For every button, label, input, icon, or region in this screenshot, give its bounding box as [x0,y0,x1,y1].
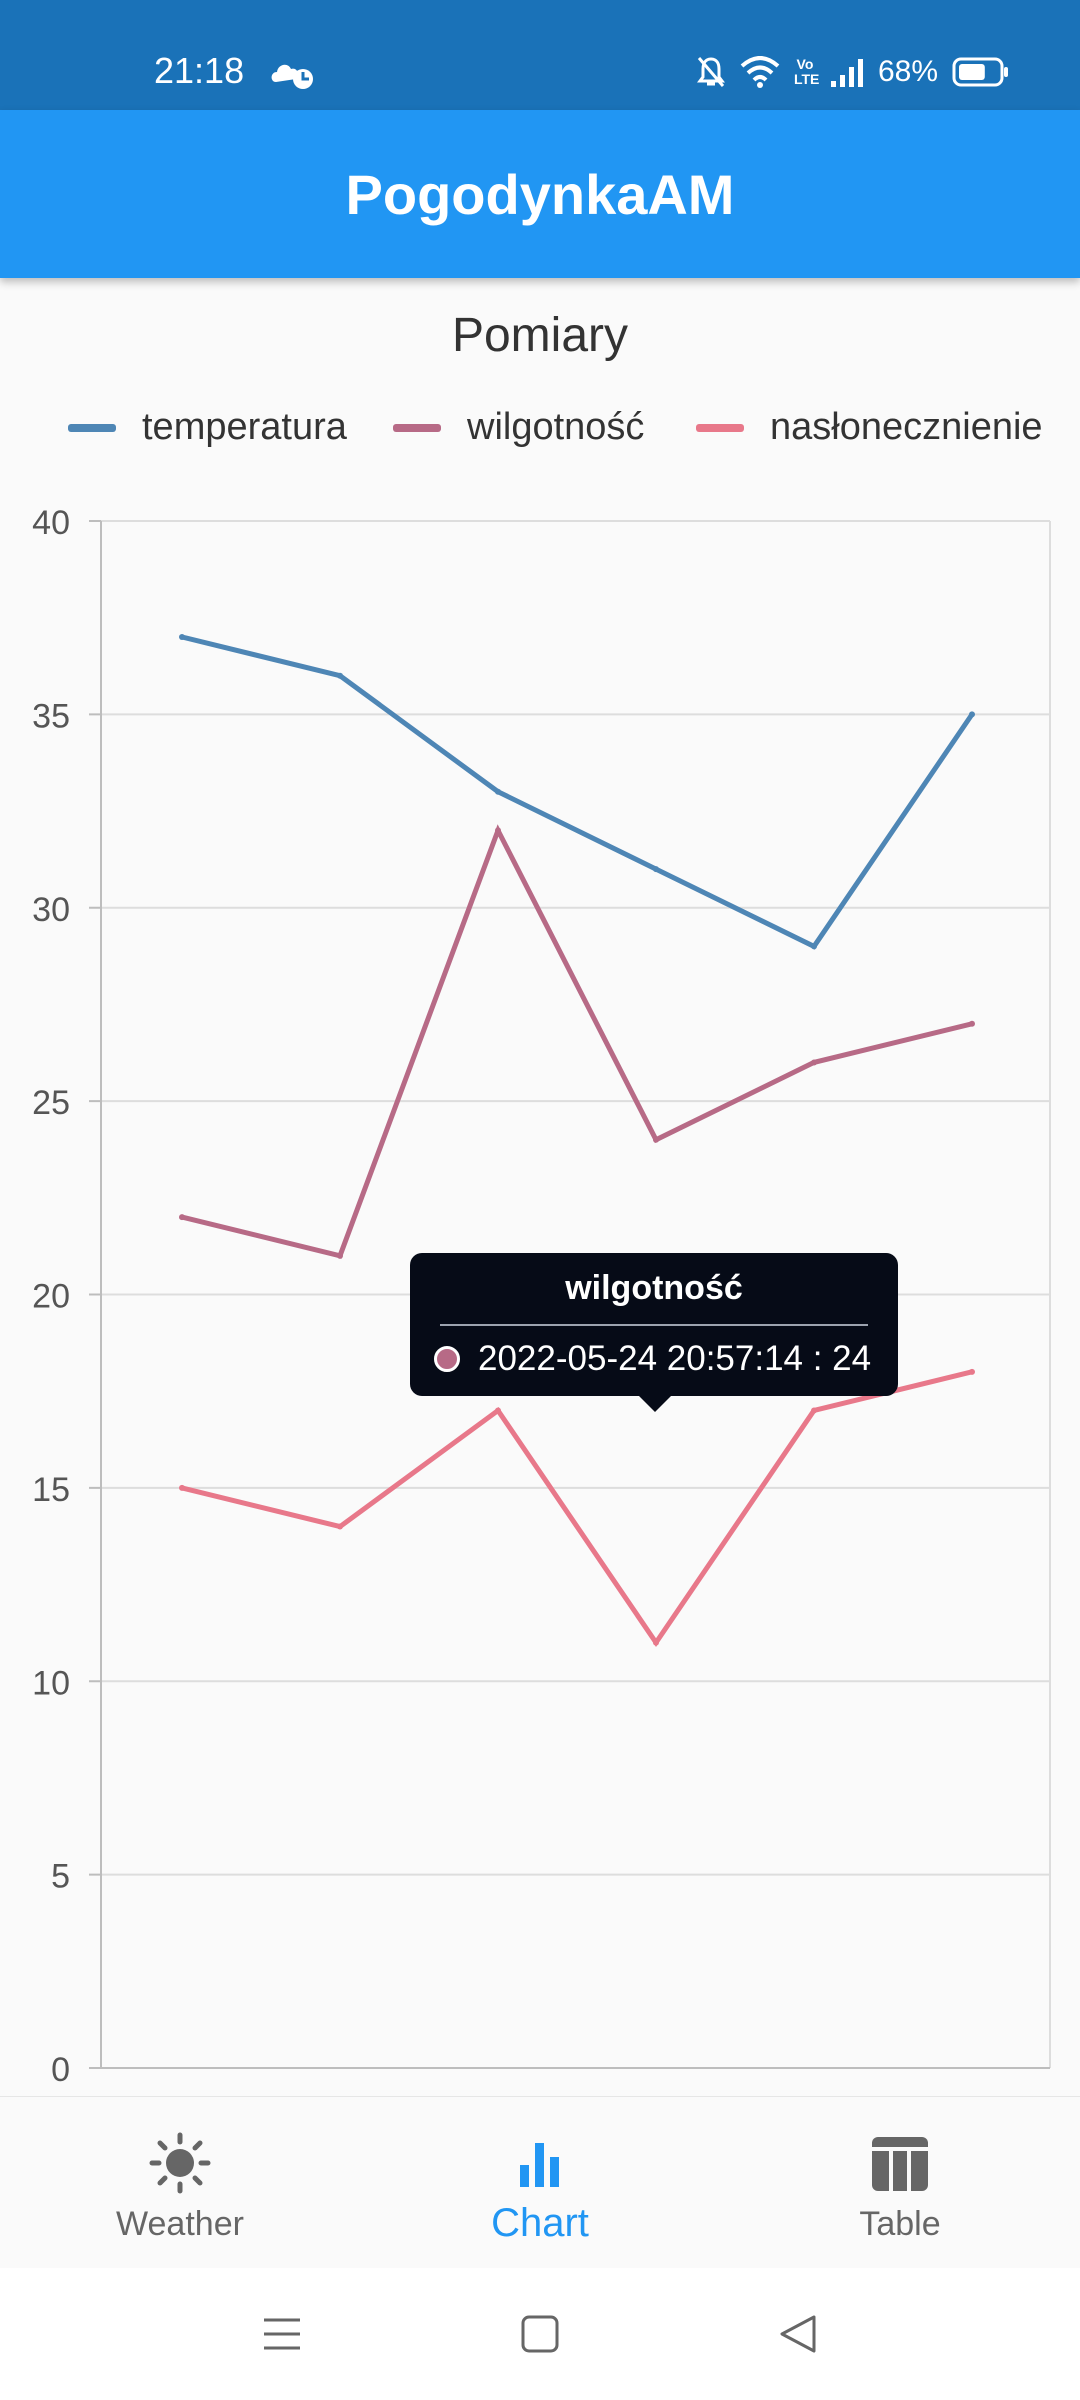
tooltip-row: 2022-05-24 20:57:14 : 24 [434,1339,871,1379]
nav-label-weather: Weather [116,2205,244,2243]
chart-title: Pomiary [451,309,629,362]
mute-icon [696,57,725,87]
data-point [969,711,975,718]
data-point [969,1020,975,1027]
series-line-1 [181,824,973,1259]
data-point [969,1368,975,1375]
battery-percent: 68% [877,55,938,88]
data-point [495,1407,501,1414]
lte-indicator: Vo LTE [793,56,820,87]
data-point [653,866,659,873]
chart-legend: temperatura wilgotność nasłonecznienie [0,406,1080,466]
back-icon[interactable] [776,2312,820,2356]
legend-label: wilgotność [467,406,645,448]
table-icon [872,2137,928,2191]
system-navigation-bar [0,2268,1080,2400]
status-time: 21:18 [154,50,245,91]
y-tick-label: 25 [32,1084,70,1122]
data-point [337,1523,343,1530]
home-icon[interactable] [518,2312,562,2356]
data-point [811,1059,817,1066]
data-point [179,1484,185,1491]
menu-icon[interactable] [260,2312,304,2356]
data-point [495,788,501,795]
legend-swatch [68,423,116,432]
y-tick-label: 5 [51,1858,70,1896]
legend-item-wilgotnosc[interactable]: wilgotność [393,406,644,449]
tooltip-arrow [639,1396,671,1412]
data-point [179,1214,185,1221]
data-point [337,1252,343,1259]
nav-label-chart: Chart [491,2201,589,2245]
legend-swatch [696,423,744,432]
nav-label-table: Table [859,2205,941,2243]
tooltip-label: 2022-05-24 20:57:14 : 24 [478,1339,872,1378]
nav-item-chart[interactable]: Chart [360,2097,720,2269]
legend-item-temperatura[interactable]: temperatura [68,406,347,449]
chart-area: Pomiary temperatura wilgotność nasłonecz… [0,278,1080,2096]
signal-icon [830,59,863,87]
series-line-2 [181,1369,973,1648]
legend-swatch [393,423,441,432]
data-point [337,672,343,679]
tooltip-divider [440,1324,868,1326]
y-tick-label: 30 [32,891,70,929]
data-point [179,634,185,641]
data-point [653,1136,659,1143]
bottom-navigation: Weather Chart Table [0,2096,1080,2269]
app-bar: PogodynkaAM [0,110,1080,278]
bar-chart-icon [520,2143,559,2187]
series-line-0 [181,634,975,950]
legend-label: temperatura [142,406,347,448]
data-point [811,943,817,950]
sun-icon [149,2132,211,2194]
data-point [653,1639,659,1646]
nav-item-table[interactable]: Table [720,2097,1080,2269]
data-point [811,1407,817,1414]
status-bar: 21:18 Vo LTE 68% [0,0,1080,110]
legend-label: nasłonecznienie [770,406,1043,448]
y-tick-label: 35 [32,697,70,735]
y-tick-label: 40 [32,504,70,542]
chart-tooltip: wilgotność 2022-05-24 20:57:14 : 24 [410,1253,898,1412]
nav-item-weather[interactable]: Weather [0,2097,360,2269]
wifi-icon [740,56,780,88]
y-tick-label: 0 [51,2051,70,2089]
data-point [495,827,501,834]
y-tick-label: 15 [32,1471,70,1509]
tooltip-title: wilgotność [565,1269,743,1307]
legend-item-naslonecznienie[interactable]: nasłonecznienie [696,406,1043,449]
battery-icon [952,57,1008,87]
y-tick-label: 10 [32,1664,70,1702]
y-tick-label: 20 [32,1278,70,1316]
line-chart[interactable]: 0 5 10 15 20 25 30 35 40 [0,278,1080,2096]
weather-notification-icon [271,64,313,89]
tooltip-series-dot [434,1346,460,1372]
status-icons: Vo LTE 68% [696,50,1010,94]
app-title: PogodynkaAM [345,163,735,226]
